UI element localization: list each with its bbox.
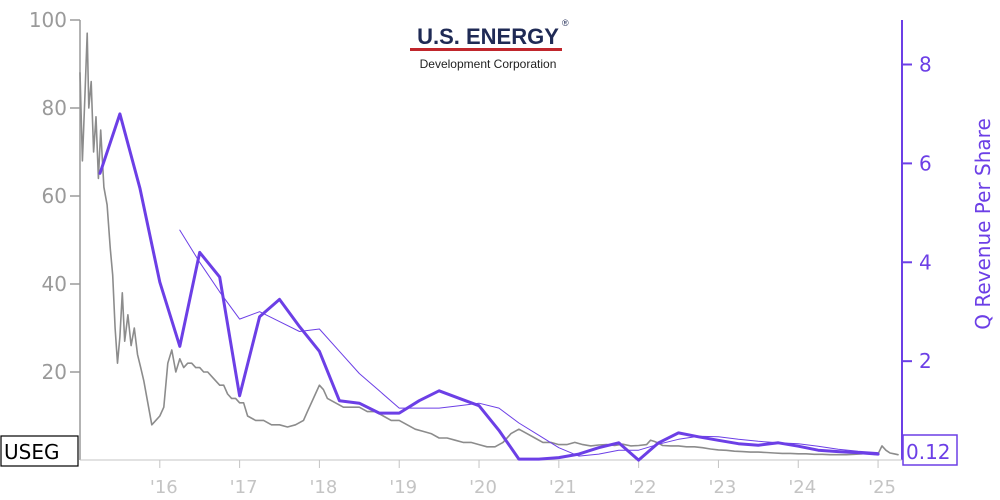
right-tick-label: 8 xyxy=(919,53,932,77)
price-line xyxy=(79,32,899,456)
x-tick-label: '18 xyxy=(309,477,337,498)
ticker-symbol: USEG xyxy=(4,440,59,464)
revenue-per-share-line xyxy=(98,112,880,462)
left-tick-label: 40 xyxy=(42,272,67,296)
x-tick-label: '19 xyxy=(389,477,417,498)
last-value-box: 0.12 xyxy=(902,434,958,466)
right-axis-label: Q Revenue Per Share xyxy=(971,118,995,330)
right-tick-label: 6 xyxy=(919,151,932,175)
last-value-frame xyxy=(902,434,958,466)
logo-name: U.S. ENERGY xyxy=(417,24,559,49)
left-tick-label: 80 xyxy=(42,96,67,120)
company-logo: U.S. ENERGY ® Development Corporation xyxy=(410,18,569,71)
x-tick-label: '24 xyxy=(788,477,816,498)
logo-tagline: Development Corporation xyxy=(420,57,557,71)
left-tick-label: 100 xyxy=(29,8,67,32)
last-value-label: 0.12 xyxy=(906,440,951,464)
logo-rule xyxy=(410,48,562,51)
left-axis-ticks: 100 80 60 40 20 xyxy=(29,8,80,384)
x-tick-label: '16 xyxy=(150,477,178,498)
ticker-box: USEG xyxy=(0,435,79,467)
revenue-trend-line xyxy=(179,229,879,457)
right-axis-ticks: 8 6 4 2 xyxy=(902,53,932,373)
left-tick-label: 60 xyxy=(42,184,67,208)
x-axis-ticks: '16 '17 '18 '19 '20 '21 '22 '23 '24 '25 xyxy=(150,460,896,498)
right-tick-label: 2 xyxy=(919,349,932,373)
x-tick-label: '17 xyxy=(230,477,258,498)
x-tick-label: '21 xyxy=(549,477,577,498)
x-tick-label: '22 xyxy=(629,477,657,498)
series-layer xyxy=(79,32,899,462)
ticker-box-frame xyxy=(0,435,79,467)
right-tick-label: 4 xyxy=(919,250,932,274)
logo-registered-mark: ® xyxy=(562,18,569,28)
x-tick-label: '20 xyxy=(469,477,497,498)
x-tick-label: '23 xyxy=(709,477,737,498)
left-tick-label: 20 xyxy=(42,360,67,384)
x-tick-label: '25 xyxy=(868,477,896,498)
